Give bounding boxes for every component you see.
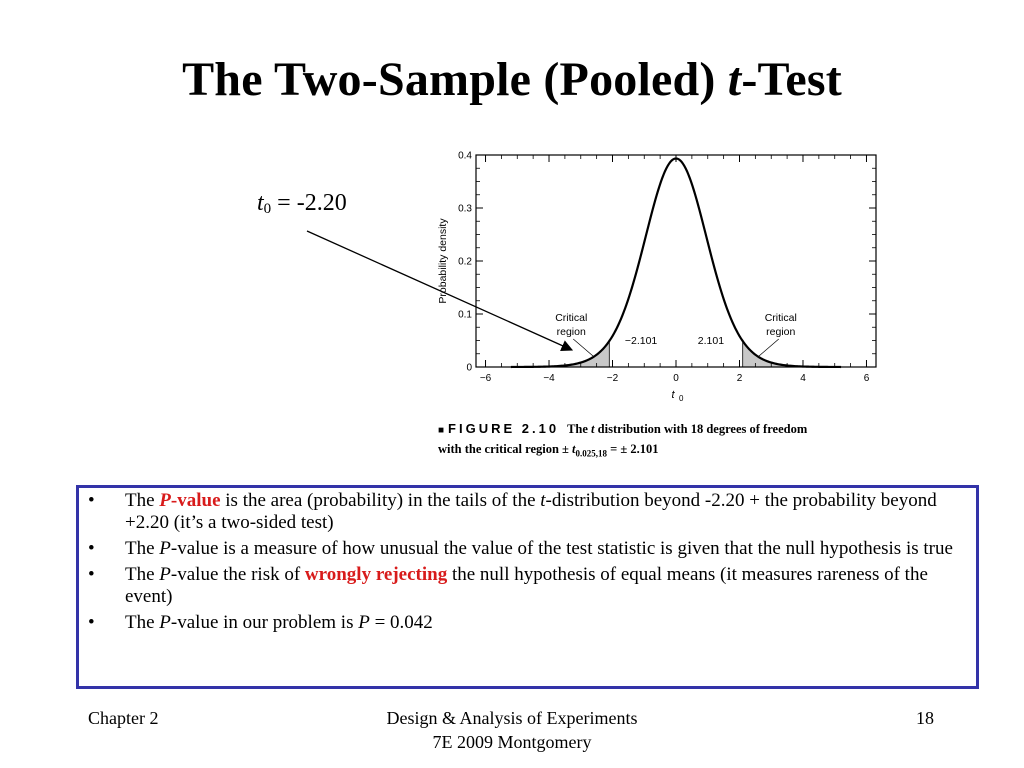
y-tick-label: 0.2 <box>458 257 472 268</box>
t0-annotation: t0 = -2.20 <box>257 190 347 217</box>
bullet-dot-icon: • <box>88 612 95 633</box>
footer-book: Design & Analysis of Experiments 7E 2009… <box>386 708 638 752</box>
critical-region-label-left: region <box>557 326 586 338</box>
slide-title: The Two-Sample (Pooled) t-Test <box>182 53 842 106</box>
left-region-pointer <box>573 338 594 357</box>
bullet-dot-icon: • <box>88 490 95 511</box>
wrongly-rejecting-term: wrongly rejecting <box>304 564 448 585</box>
left-critical-region <box>510 341 610 367</box>
y-axis-label: Probability density <box>437 218 449 304</box>
x-tick-label: 4 <box>800 373 806 384</box>
right-region-pointer <box>758 338 779 357</box>
bullet-dot-icon: • <box>88 564 95 585</box>
critical-region-label-right: Critical <box>765 312 797 324</box>
x-tick-label: 2 <box>737 373 743 384</box>
t0-pointer-arrow <box>306 230 574 352</box>
bullet-box: • The P-value is the area (probability) … <box>76 485 979 689</box>
y-tick-label: 0 <box>466 363 472 374</box>
density-curve <box>510 157 842 369</box>
bullet-list: • The P-value is the area (probability) … <box>79 488 976 634</box>
bullet-item: • The P-value in our problem is P = 0.04… <box>88 612 433 633</box>
bullet-item: • The P-value is the area (probability) … <box>88 490 937 533</box>
y-tick-label: 0.4 <box>458 151 472 162</box>
critical-value-label-right: 2.101 <box>698 335 724 347</box>
x-tick-label: 0 <box>673 373 679 384</box>
p-value-term: P <box>159 490 171 511</box>
figure-label: FIGURE 2.10 <box>448 421 560 436</box>
x-tick-label: −4 <box>543 373 555 384</box>
critical-value-label-left: −2.101 <box>625 335 658 347</box>
bullet-dot-icon: • <box>88 538 95 559</box>
x-axis-label-subscript: 0 <box>679 394 684 403</box>
x-tick-label: −6 <box>480 373 492 384</box>
caption-square-icon: ■ <box>438 425 445 436</box>
footer-page-number: 18 <box>916 708 934 728</box>
x-axis-label: t <box>671 389 675 401</box>
x-tick-label: −2 <box>607 373 619 384</box>
critical-region-label-right: region <box>766 326 795 338</box>
y-tick-label: 0.3 <box>458 204 472 215</box>
y-tick-label: 0.1 <box>458 310 472 321</box>
critical-region-label-left: Critical <box>555 312 587 324</box>
footer-chapter: Chapter 2 <box>88 708 159 728</box>
plot-frame <box>475 154 877 368</box>
right-critical-region <box>742 341 842 367</box>
bullet-item: • The P-value the risk of wrongly reject… <box>88 564 928 607</box>
x-tick-label: 6 <box>864 373 870 384</box>
figure-caption: ■ FIGURE 2.10 The t distribution with 18 d… <box>438 421 808 459</box>
bullet-item: • The P-value is a measure of how unusua… <box>88 538 953 559</box>
